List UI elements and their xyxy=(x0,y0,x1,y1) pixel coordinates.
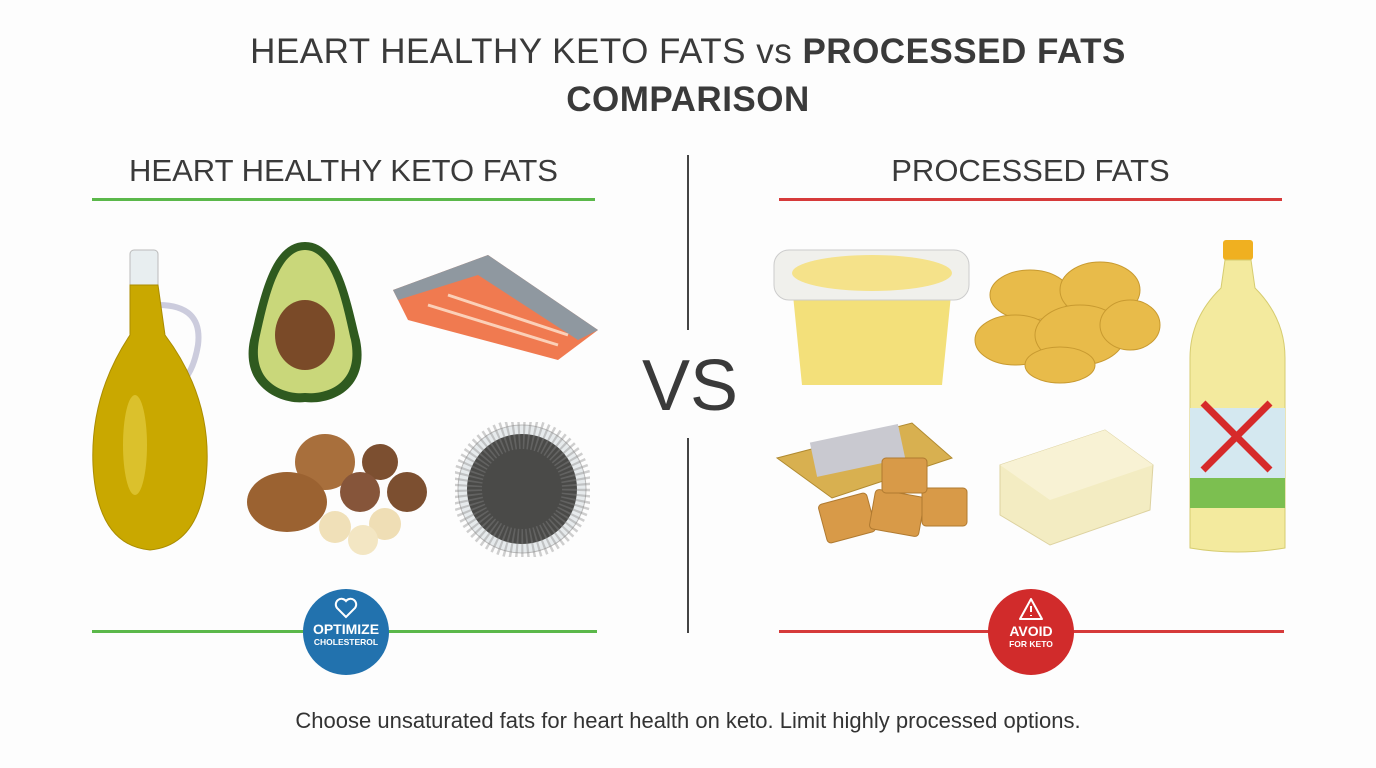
optimize-cholesterol-badge: OPTIMIZE CHOLESTEROL xyxy=(303,589,389,675)
title-healthy: HEART HEALTHY KETO FATS xyxy=(250,32,746,71)
right-heading: PROCESSED FATS xyxy=(891,153,1170,188)
divider-bottom xyxy=(687,438,689,633)
chia-seeds-image xyxy=(455,422,590,557)
salmon-image xyxy=(393,255,598,360)
left-heading: HEART HEALTHY KETO FATS xyxy=(129,153,558,188)
right-top-line xyxy=(779,198,1282,201)
title-processed: PROCESSED FATS xyxy=(802,32,1126,71)
avocado-image xyxy=(248,242,362,403)
badge-sub-text: CHOLESTEROL xyxy=(313,637,379,647)
crackers-image xyxy=(775,422,968,544)
nuts-image xyxy=(247,434,427,555)
olive-oil-image xyxy=(92,249,208,551)
butter-block-image xyxy=(999,429,1154,546)
title-line-1: HEART HEALTHY KETO FATS vs PROCESSED FAT… xyxy=(0,32,1376,72)
left-top-line xyxy=(92,198,595,201)
badge-sub-text: FOR KETO xyxy=(1009,639,1053,649)
badge-main-text: OPTIMIZE xyxy=(312,621,380,637)
heart-icon xyxy=(334,597,358,619)
potato-chips-image xyxy=(974,261,1161,384)
title-vs: vs xyxy=(756,32,793,71)
x-mark-icon xyxy=(1200,400,1273,473)
vs-label: VS xyxy=(641,346,739,426)
badge-main-text: AVOID xyxy=(1009,623,1053,639)
avoid-for-keto-badge: AVOID FOR KETO xyxy=(988,589,1074,675)
divider-top xyxy=(687,155,689,330)
vegetable-oil-image xyxy=(1189,240,1286,553)
warning-icon xyxy=(1019,598,1043,620)
title-line-2: COMPARISON xyxy=(566,80,810,119)
margarine-image xyxy=(773,249,970,385)
footer-caption: Choose unsaturated fats for heart health… xyxy=(295,708,1081,733)
